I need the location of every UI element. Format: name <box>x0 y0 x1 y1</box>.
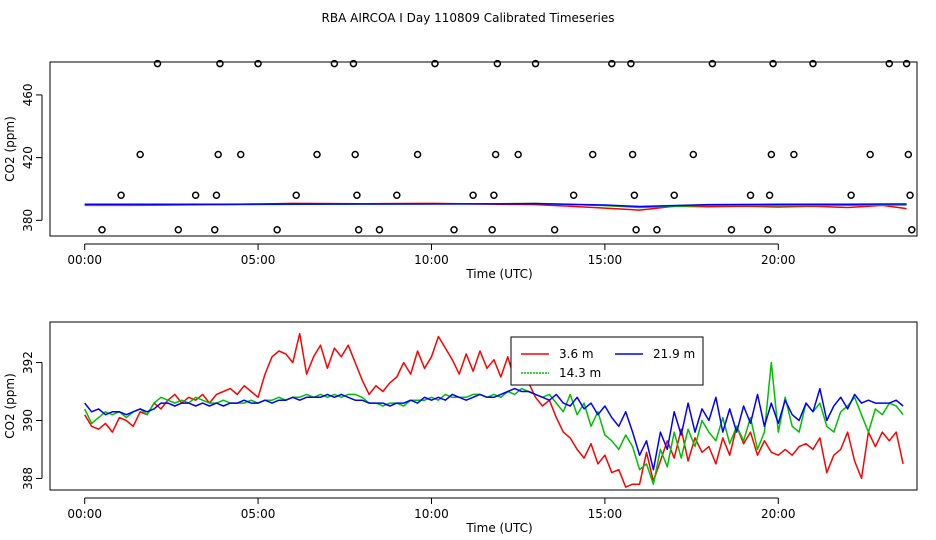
reference-marker <box>904 150 913 159</box>
reference-marker <box>174 225 183 234</box>
reference-marker <box>413 150 422 159</box>
series-line <box>84 387 904 471</box>
reference-marker <box>488 225 496 234</box>
reference-marker <box>630 191 639 199</box>
reference-marker <box>531 59 540 68</box>
y-axis-label: CO2 (ppm) <box>3 373 17 439</box>
figure-title: RBA AIRCOA I Day 110809 Calibrated Times… <box>322 11 615 25</box>
legend-box <box>510 336 704 386</box>
reference-marker <box>628 150 637 159</box>
x-tick-label: 00:00 <box>67 507 102 521</box>
y-tick-label: 460 <box>21 83 35 106</box>
reference-marker <box>653 225 661 234</box>
plot-frame <box>49 321 918 491</box>
reference-marker <box>765 191 774 199</box>
y-tick-label: 420 <box>21 146 35 169</box>
reference-marker <box>493 59 502 68</box>
reference-marker <box>764 225 772 234</box>
reference-marker <box>98 225 106 234</box>
panel-co2-overview: 00:00 05:00 10:00 15:00 20:00 Time (UTC) 380 42… <box>3 59 918 281</box>
reference-marker <box>902 59 911 68</box>
reference-marker <box>828 225 836 234</box>
reference-marker <box>349 59 358 68</box>
x-tick-label: 00:00 <box>67 253 102 267</box>
reference-marker <box>514 150 522 159</box>
y-tick-label: 392 <box>21 351 35 374</box>
reference-marker <box>153 59 162 68</box>
reference-marker <box>393 191 401 199</box>
reference-marker <box>767 150 776 159</box>
reference-marker <box>351 150 359 159</box>
x-tick-label: 10:00 <box>414 253 449 267</box>
reference-marker <box>809 59 817 68</box>
reference-marker <box>689 150 698 159</box>
x-tick-label: 15:00 <box>588 253 623 267</box>
reference-marker <box>490 191 498 199</box>
reference-marker <box>588 150 597 159</box>
x-tick-label: 10:00 <box>414 507 449 521</box>
plot-frame <box>49 61 918 237</box>
reference-marker <box>330 59 339 68</box>
series-line <box>84 361 904 485</box>
reference-marker <box>216 59 224 68</box>
reference-marker <box>136 150 144 159</box>
x-tick-label: 05:00 <box>241 507 276 521</box>
reference-marker <box>632 225 640 234</box>
y-tick-label: 390 <box>21 409 35 432</box>
reference-marker <box>670 191 678 199</box>
reference-marker <box>469 191 477 199</box>
legend-label: 3.6 m <box>559 347 594 361</box>
reference-marker <box>214 150 222 159</box>
reference-marker <box>450 225 458 234</box>
panel-co2-heights: 00:00 05:00 10:00 15:00 20:00 Time (UTC) 388 39… <box>3 321 918 535</box>
reference-marker <box>491 150 500 159</box>
reference-marker <box>627 59 635 68</box>
reference-marker <box>273 225 281 234</box>
reference-marker <box>906 191 914 199</box>
reference-marker <box>212 191 221 199</box>
reference-marker <box>210 225 219 234</box>
reference-marker <box>769 59 777 68</box>
reference-marker <box>746 191 755 199</box>
reference-marker <box>236 150 245 159</box>
reference-marker <box>191 191 200 199</box>
reference-marker <box>292 191 300 199</box>
reference-marker <box>608 59 616 68</box>
y-tick-label: 388 <box>21 467 35 490</box>
x-tick-label: 20:00 <box>761 507 796 521</box>
legend-label: 14.3 m <box>559 366 601 380</box>
reference-marker <box>550 225 559 234</box>
series-line <box>84 332 904 488</box>
reference-marker <box>885 59 894 68</box>
legend-label: 21.9 m <box>653 347 695 361</box>
reference-marker <box>117 191 125 199</box>
reference-marker <box>431 59 439 68</box>
x-tick-label: 15:00 <box>588 507 623 521</box>
x-axis-label: Time (UTC) <box>465 267 532 281</box>
reference-marker <box>908 225 916 234</box>
reference-marker <box>727 225 736 234</box>
reference-marker <box>569 191 578 199</box>
y-axis-label: CO2 (ppm) <box>3 116 17 182</box>
series-line <box>84 202 907 208</box>
reference-marker <box>847 191 855 199</box>
reference-marker <box>354 225 363 234</box>
x-tick-label: 20:00 <box>761 253 796 267</box>
reference-marker <box>375 225 384 234</box>
reference-marker <box>866 150 874 159</box>
reference-marker <box>254 59 262 68</box>
reference-marker <box>353 191 361 199</box>
reference-marker <box>708 59 717 68</box>
reference-marker <box>313 150 321 159</box>
reference-marker <box>790 150 798 159</box>
y-tick-label: 380 <box>21 209 35 232</box>
x-axis-label: Time (UTC) <box>465 521 532 535</box>
x-tick-label: 05:00 <box>241 253 276 267</box>
